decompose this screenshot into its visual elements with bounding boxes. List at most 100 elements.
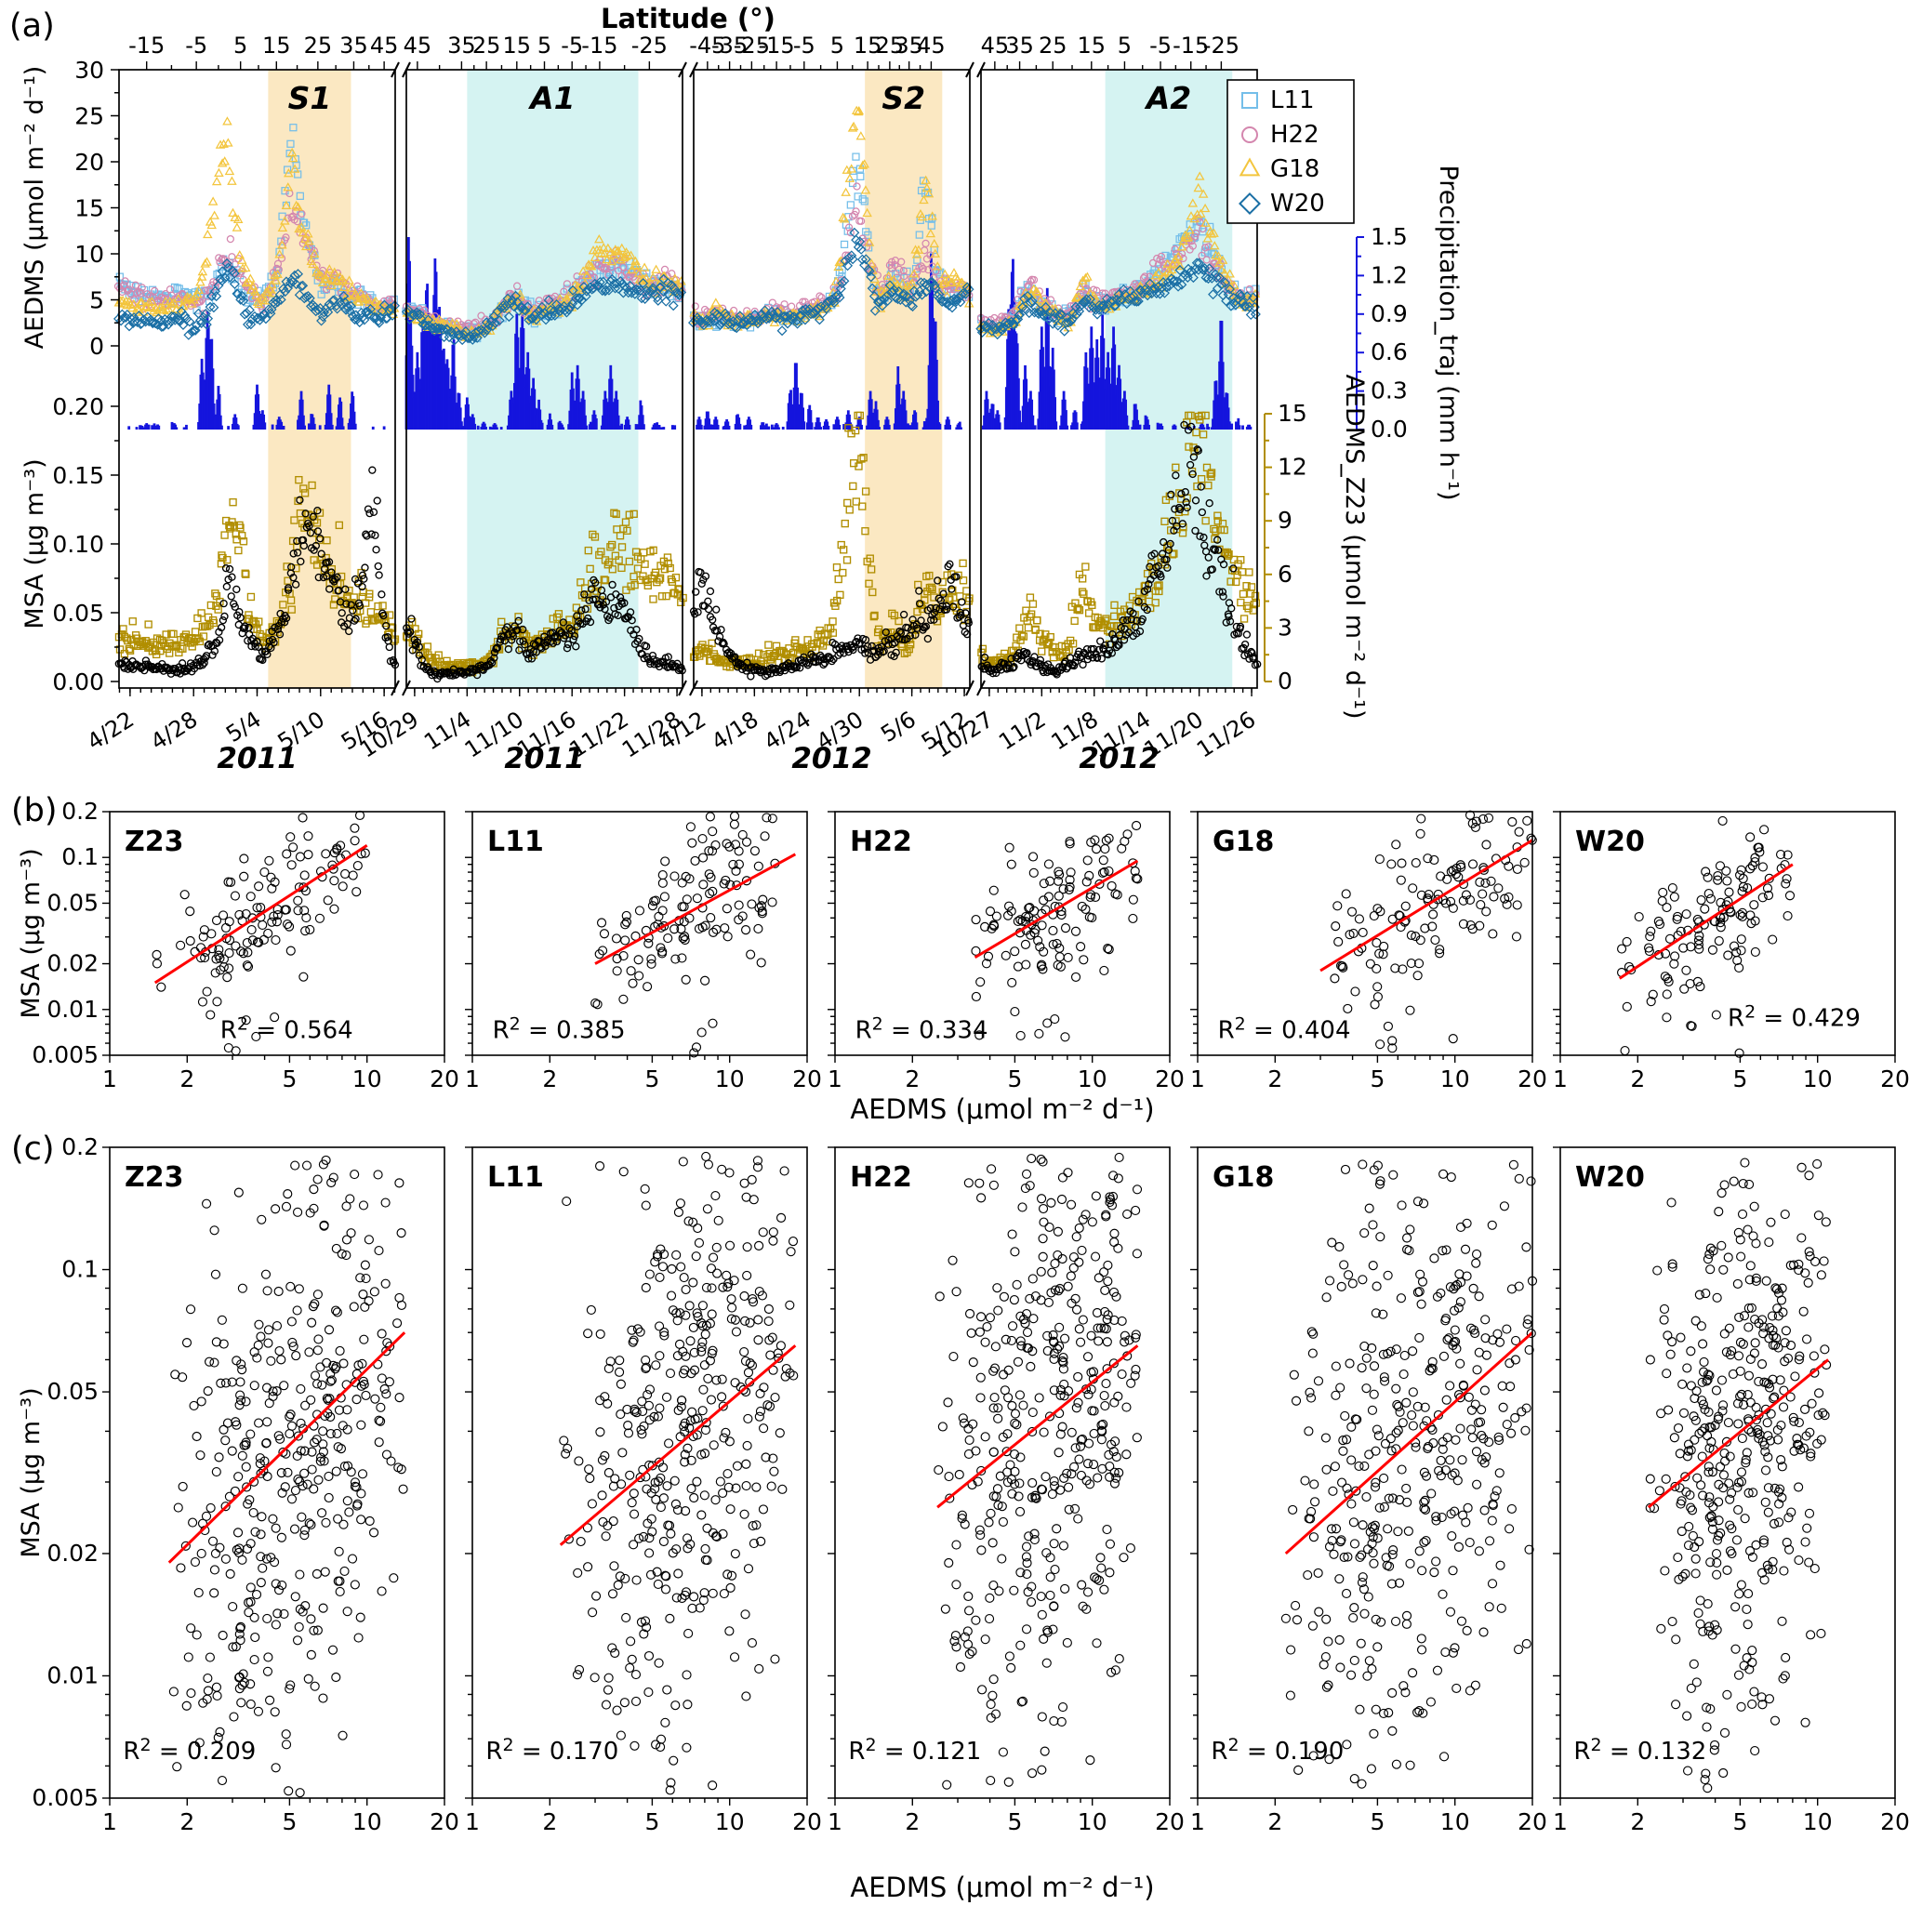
subplot-title-Z23: Z23: [125, 1161, 184, 1194]
latitude-tick-label: -15: [1173, 33, 1209, 59]
x-tick-label: 2: [542, 1808, 557, 1835]
precip-tick-label: 1.5: [1371, 223, 1408, 250]
subplot-H22: 1 2 5 10 20 H22 R2 = 0.121: [828, 1146, 1185, 1835]
x-tick-label: 1: [1553, 1808, 1568, 1835]
x-tick-label: 1: [828, 1065, 842, 1092]
date-tick-label: 4/18: [707, 707, 762, 756]
x-tick-label: 20: [1518, 1808, 1547, 1835]
y-tick-label: 0.05: [46, 889, 99, 916]
legend-label: W20: [1270, 190, 1325, 218]
x-axis-title: AEDMS (μmol m⁻² d⁻¹): [850, 1872, 1154, 1903]
subplot-Z23: 1 2 5 10 20 0.2 0.1 0.05 0.02 0.01 0.005 Z23 R2 = 0.…: [32, 798, 458, 1092]
x-tick-label: 1: [465, 1065, 480, 1092]
x-tick-label: 2: [179, 1808, 194, 1835]
x-tick-label: 20: [1518, 1065, 1547, 1092]
fit-line-W20: [1647, 1358, 1830, 1509]
band-S1: [268, 70, 351, 688]
subplot-title-L11: L11: [487, 826, 544, 858]
y-axis-title: MSA (μg m⁻³): [17, 1387, 46, 1557]
scatter-points-G18: [1280, 1159, 1538, 1789]
precip-tick-label: 0.9: [1371, 300, 1408, 327]
x-tick-label: 5: [1007, 1065, 1022, 1092]
segment-frame: [693, 69, 971, 689]
axes-frame-Z23: [109, 1146, 445, 1799]
precip-bars: [981, 258, 1253, 430]
latitude-tick-label: -15: [758, 33, 794, 59]
axes-frame-G18: [1197, 1146, 1533, 1799]
x-tick-label: 2: [905, 1808, 920, 1835]
axes-frame-W20: [1559, 1146, 1896, 1799]
msa-series: [114, 466, 400, 678]
fit-line-Z23: [167, 1331, 406, 1564]
r2-label-L11: R2 = 0.170: [485, 1735, 618, 1766]
scatter-points-H22: [934, 1152, 1143, 1790]
latitude-axis-title: Latitude (°): [601, 3, 775, 34]
legend-item-L11: L11: [1241, 86, 1315, 114]
x-tick-label: 10: [1440, 1065, 1470, 1092]
y-tick-label: 0.01: [46, 996, 99, 1023]
panel-a-timeseries: S1-15 -5 5 15 25 35 454/22 4/28 5/4 5/10 5/162011A…: [20, 3, 1463, 775]
scatter-points-W20: [1645, 1158, 1832, 1793]
latitude-tick-label: 25: [1039, 33, 1067, 59]
precip-axis-title: Precipitation_traj (mm h⁻¹): [1434, 165, 1463, 500]
aedms-tick-label: 30: [74, 57, 104, 84]
panel-c-label: (c): [11, 1131, 55, 1168]
axes-frame-H22: [834, 1146, 1171, 1799]
x-tick-label: 2: [1267, 1065, 1282, 1092]
aedms-series-W20: [687, 227, 974, 337]
latitude-tick-label: 35: [447, 33, 476, 59]
x-tick-label: 10: [352, 1808, 382, 1835]
x-tick-label: 10: [715, 1065, 745, 1092]
ticks-L11: [465, 811, 808, 1063]
ticks-W20: [1553, 1146, 1896, 1806]
aedms-tick-label: 25: [74, 103, 104, 130]
aedms-tick-label: 0: [89, 333, 104, 360]
panel-c-scatter-row: 1 2 5 10 20 0.2 0.1 0.05 0.02 0.01 0.005 Z23 R2 = 0.…: [17, 1133, 1910, 1903]
z23-tick-label: 3: [1278, 614, 1292, 641]
x-tick-label: 5: [1732, 1808, 1747, 1835]
latitude-tick-label: -5: [561, 33, 583, 59]
x-tick-label: 20: [430, 1065, 459, 1092]
z23-tick-label: 6: [1278, 561, 1292, 588]
aedms-series-W20: [401, 273, 687, 346]
msa-tick-label: 0.15: [52, 462, 104, 489]
region-label-S1: S1: [288, 80, 332, 116]
y-tick-label: 0.1: [61, 843, 99, 870]
z23-tick-label: 0: [1278, 668, 1292, 695]
r2-label-L11: R2 = 0.385: [493, 1014, 626, 1045]
latitude-tick-label: 25: [304, 33, 333, 59]
precip-tick-label: 0.6: [1371, 338, 1408, 365]
y-tick-label: 0.005: [32, 1041, 99, 1068]
scatter-points-H22: [971, 820, 1143, 1042]
subplot-W20: 1 2 5 10 20 W20 R2 = 0.132: [1553, 1146, 1910, 1835]
axis-break-marks: [391, 61, 986, 696]
subplot-Z23: 1 2 5 10 20 0.2 0.1 0.05 0.02 0.01 0.005 Z23 R2 = 0.…: [32, 1133, 458, 1835]
y-axis-title: MSA (μg m⁻³): [17, 848, 46, 1018]
axes-frame-Z23: [109, 811, 445, 1056]
subplot-title-G18: G18: [1213, 1161, 1274, 1194]
x-tick-label: 2: [1630, 1808, 1645, 1835]
legend-item-H22: H22: [1241, 121, 1319, 149]
ticks-G18: [1190, 1146, 1533, 1806]
latitude-tick-label: 15: [503, 33, 532, 59]
latitude-tick-label: -5: [793, 33, 815, 59]
z23-tick-label: 9: [1278, 507, 1292, 534]
z23-axis: [1264, 413, 1272, 682]
latitude-tick-label: 15: [262, 33, 291, 59]
x-tick-label: 1: [465, 1808, 480, 1835]
fit-line-H22: [936, 1344, 1139, 1509]
subplot-L11: 1 2 5 10 20 L11 R2 = 0.385: [465, 811, 822, 1092]
r2-label-G18: R2 = 0.404: [1218, 1014, 1351, 1045]
panel-b-label: (b): [11, 792, 58, 829]
z23-series: [114, 475, 400, 659]
ticks-H22: [828, 811, 1171, 1063]
msa-series: [689, 560, 973, 681]
latitude-tick-label: -25: [1203, 33, 1239, 59]
msa-tick-label: 0.20: [52, 393, 104, 420]
legend: L11 H22 G18 W20: [1226, 79, 1355, 224]
x-tick-label: 5: [1732, 1065, 1747, 1092]
latitude-tick-label: 15: [854, 33, 882, 59]
msa-axis-title: MSA (μg m⁻³): [20, 458, 49, 629]
band-A2: [1105, 70, 1233, 688]
year-label: 2011: [504, 742, 584, 775]
